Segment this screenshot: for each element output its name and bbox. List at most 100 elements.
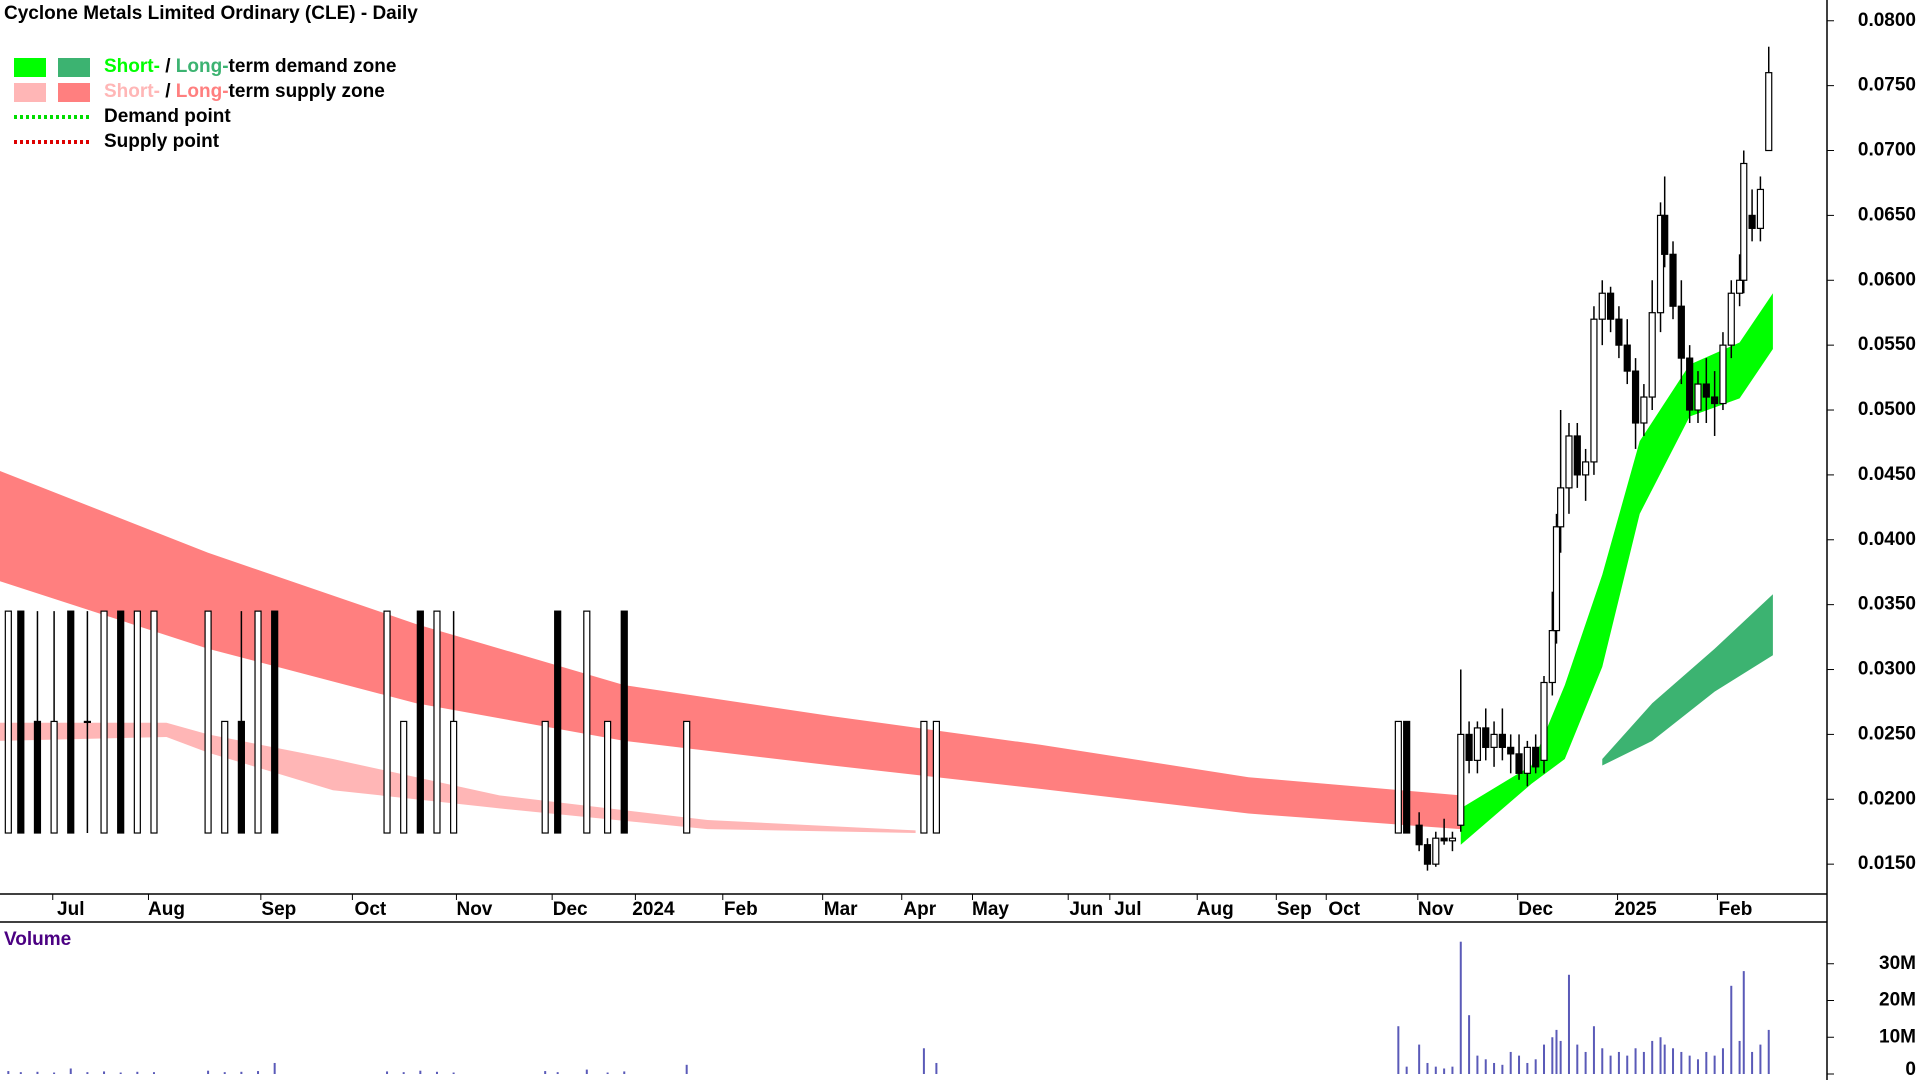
volume-bar <box>1705 1051 1708 1074</box>
candle-body <box>433 610 441 834</box>
volume-bar <box>1567 974 1570 1074</box>
candle-body <box>554 610 562 834</box>
x-tick-label: Aug <box>1197 899 1234 920</box>
candle-body <box>221 720 229 834</box>
candle-body <box>541 720 549 834</box>
x-tick-label: Nov <box>1418 899 1454 920</box>
candle-body <box>1740 162 1748 281</box>
y-tick-label: 0.0800 <box>1858 10 1916 31</box>
candle-body <box>1473 727 1482 761</box>
volume-bar <box>1476 1055 1479 1074</box>
candle-body <box>400 720 408 834</box>
volume-bar <box>1730 985 1733 1074</box>
candle-body <box>1677 305 1685 359</box>
candle-body <box>1423 844 1432 865</box>
volume-bar <box>419 1070 422 1074</box>
candle-body <box>1490 733 1498 748</box>
candle-body <box>4 610 12 834</box>
legend-separator: / <box>160 56 176 77</box>
volume-bar <box>207 1070 210 1074</box>
volume-bar <box>1759 1044 1762 1074</box>
volume-bar <box>1518 1055 1521 1074</box>
candle-body <box>204 610 212 834</box>
candle-body <box>604 720 612 834</box>
volume-bar <box>1592 1026 1595 1074</box>
volume-bar <box>1617 1051 1620 1074</box>
volume-bar <box>1405 1066 1408 1074</box>
volume-bar <box>1642 1051 1645 1074</box>
candle-body <box>1623 344 1631 372</box>
x-tick-label: Nov <box>456 899 492 920</box>
volume-y-tick-label: 10M <box>1879 1026 1916 1047</box>
candle-body <box>1440 837 1448 842</box>
volume-bar <box>1738 1040 1741 1074</box>
volume-bar <box>1555 1029 1558 1074</box>
candle-body <box>17 610 25 834</box>
chart-title: Cyclone Metals Limited Ordinary (CLE) - … <box>4 3 418 24</box>
x-tick-label: Feb <box>1719 899 1753 920</box>
volume-bar <box>53 1072 56 1074</box>
candle-body <box>1648 312 1656 398</box>
volume-label: Volume <box>4 929 71 950</box>
candle-body <box>1565 435 1573 489</box>
volume-bar <box>223 1072 226 1074</box>
volume-bar <box>257 1071 260 1074</box>
volume-bar <box>606 1072 609 1074</box>
candle-body <box>1656 214 1665 314</box>
legend-label: Supply point <box>104 131 220 152</box>
legend-swatch <box>58 83 90 102</box>
y-tick-label: 0.0300 <box>1858 659 1916 680</box>
candle-body <box>1711 396 1719 405</box>
candle-body <box>1727 292 1735 346</box>
volume-bar <box>86 1072 89 1074</box>
volume-bar <box>623 1071 626 1074</box>
x-tick-label: May <box>972 899 1009 920</box>
volume-bar <box>1721 1048 1724 1074</box>
candle-body <box>1394 720 1402 834</box>
candle-body <box>416 610 424 834</box>
candle-body <box>1765 72 1773 152</box>
candle-body <box>254 610 262 834</box>
zone-band <box>1460 293 1773 845</box>
candle-body <box>83 720 91 724</box>
volume-bar <box>1713 1055 1716 1074</box>
candle-body <box>133 610 141 834</box>
volume-bar <box>1626 1055 1629 1074</box>
legend-swatch <box>14 83 46 102</box>
candle-body <box>1573 435 1581 476</box>
x-tick-label: 2025 <box>1614 899 1657 920</box>
candle-body <box>1540 681 1548 761</box>
volume-bar <box>1501 1064 1504 1074</box>
volume-bar <box>585 1069 588 1074</box>
candle-body <box>1552 526 1561 632</box>
volume-bar <box>1543 1044 1546 1074</box>
volume-bar <box>1742 971 1745 1074</box>
volume-bar <box>935 1062 938 1074</box>
candle-body <box>1756 188 1765 229</box>
candle-body <box>1432 837 1440 865</box>
volume-bar <box>1751 1051 1754 1074</box>
volume-bar <box>1767 1029 1770 1074</box>
x-tick-label: Dec <box>1518 899 1553 920</box>
x-tick-label: 2024 <box>632 899 675 920</box>
volume-bar <box>1434 1066 1437 1074</box>
candle-body <box>1590 318 1598 463</box>
candle-body <box>1606 292 1615 320</box>
candle-body <box>1548 630 1556 684</box>
volume-bar <box>1576 1044 1579 1074</box>
volume-bar <box>240 1071 243 1074</box>
candle-body <box>1582 461 1590 476</box>
candle-body <box>1598 292 1606 320</box>
legend-label: Demand point <box>104 106 231 127</box>
candle-body <box>237 720 245 834</box>
x-tick-label: Sep <box>261 899 296 920</box>
y-tick-label: 0.0150 <box>1858 853 1916 874</box>
candle-body <box>1532 746 1540 768</box>
volume-bar <box>402 1072 405 1074</box>
candle-body <box>1465 733 1473 761</box>
volume-bar <box>136 1071 139 1074</box>
volume-bar <box>1663 1044 1666 1074</box>
volume-bar <box>7 1071 10 1074</box>
volume-bar <box>1696 1059 1699 1074</box>
y-tick-label: 0.0550 <box>1858 334 1916 355</box>
